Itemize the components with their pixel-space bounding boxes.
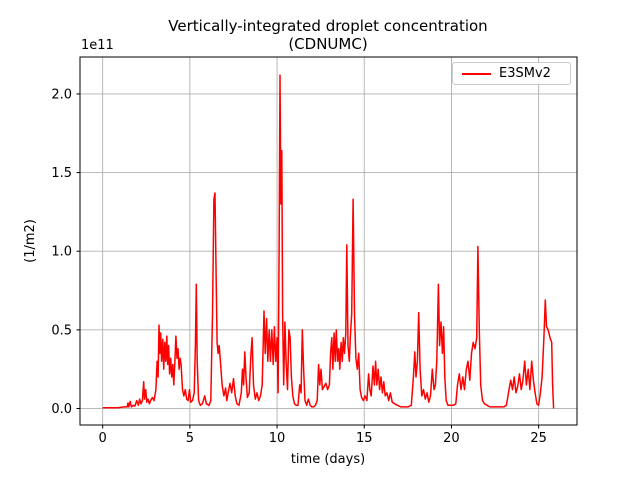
chart-title-line2: (CDNUMC) <box>288 35 367 53</box>
y-tick-label: 2.0 <box>51 87 72 102</box>
y-tick-label: 1.5 <box>51 166 72 181</box>
x-axis-label: time (days) <box>291 452 365 467</box>
legend: E3SMv2 <box>452 62 571 85</box>
axes-spines <box>79 56 578 426</box>
data-layer <box>102 74 555 409</box>
x-tick-label: 20 <box>443 431 460 446</box>
y-axis-label: (1/m2) <box>23 219 38 263</box>
y-tick-label: 0.5 <box>51 323 72 338</box>
legend-line-swatch <box>462 72 491 75</box>
x-tick-label: 15 <box>356 431 373 446</box>
tick-label-layer: 0 5 10 15 20 25 0.0 0.5 1.0 1.5 2.0 <box>51 87 547 446</box>
series-line-E3SMv2 <box>102 74 555 409</box>
y-axis-offset-label: 1e11 <box>81 38 114 53</box>
x-tick-label: 25 <box>530 431 547 446</box>
x-tick-label: 0 <box>99 431 107 446</box>
y-tick-label: 0.0 <box>51 402 72 417</box>
x-tick-label: 10 <box>269 431 286 446</box>
grid-layer <box>80 57 577 425</box>
legend-label: E3SMv2 <box>499 66 551 81</box>
x-tick-label: 5 <box>186 431 194 446</box>
axes-layer <box>76 56 578 429</box>
chart-title-line1: Vertically-integrated droplet concentrat… <box>168 17 487 35</box>
y-tick-label: 1.0 <box>51 245 72 260</box>
